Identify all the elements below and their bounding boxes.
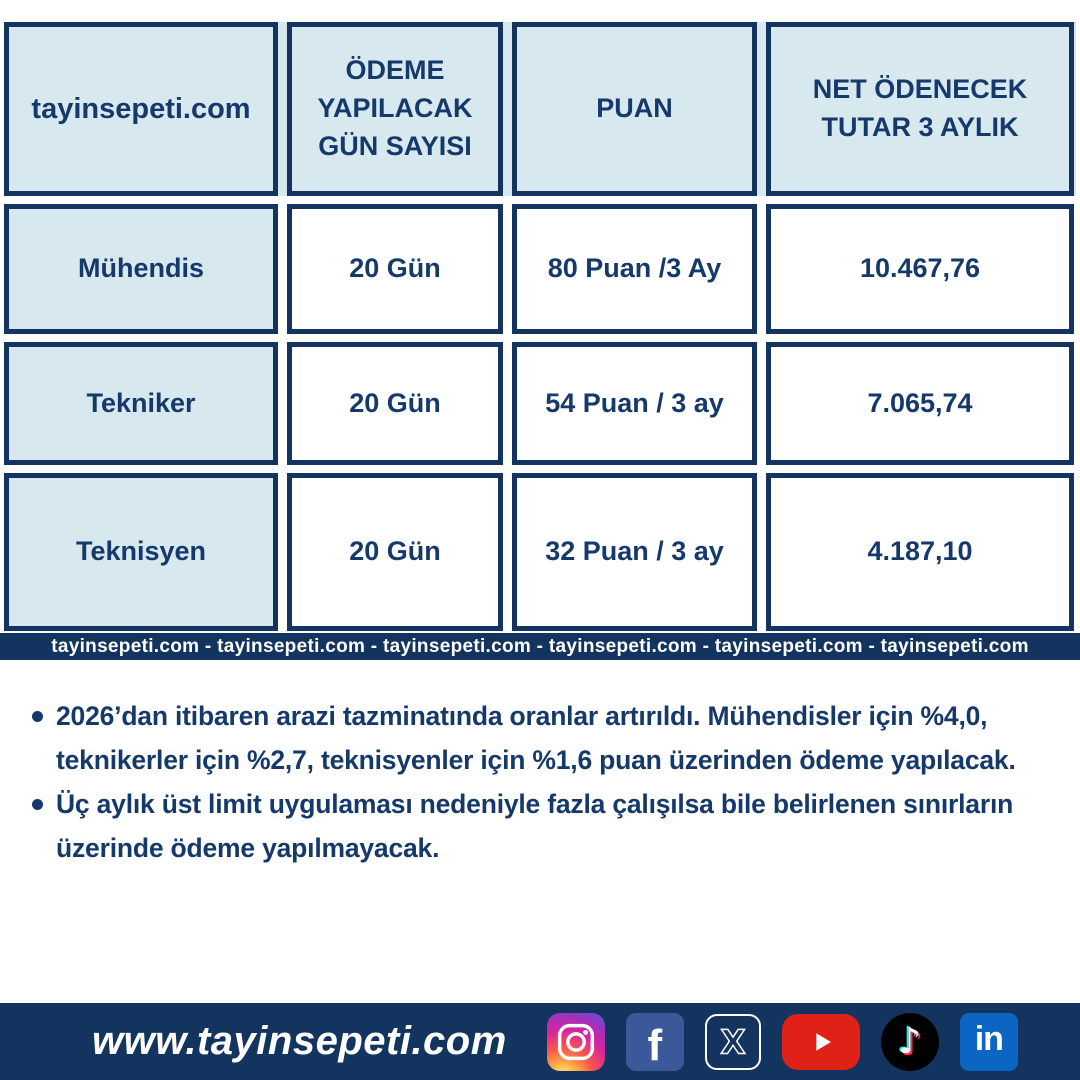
header-payment-days: ÖDEME YAPILACAK GÜN SAYISI <box>287 22 503 196</box>
row-role: Mühendis <box>4 204 278 334</box>
row-amount: 10.467,76 <box>766 204 1074 334</box>
row-days: 20 Gün <box>287 342 503 465</box>
compensation-table: tayinsepeti.com ÖDEME YAPILACAK GÜN SAYI… <box>4 22 1076 631</box>
note-item: 2026’dan itibaren arazi tazminatında ora… <box>30 694 1052 782</box>
row-amount: 4.187,10 <box>766 473 1074 631</box>
header-points: PUAN <box>512 22 757 196</box>
header-net-amount: NET ÖDENECEK TUTAR 3 AYLIK <box>766 22 1074 196</box>
svg-text:X: X <box>720 1023 745 1061</box>
facebook-icon[interactable]: f <box>625 1012 684 1071</box>
table-header-row: tayinsepeti.com ÖDEME YAPILACAK GÜN SAYI… <box>4 22 1076 196</box>
row-days: 20 Gün <box>287 204 503 334</box>
table-row-tekniker: Tekniker 20 Gün 54 Puan / 3 ay 7.065,74 <box>4 342 1076 465</box>
row-amount: 7.065,74 <box>766 342 1074 465</box>
note-item: Üç aylık üst limit uygulaması nedeniyle … <box>30 782 1052 870</box>
table-row-teknisyen: Teknisyen 20 Gün 32 Puan / 3 ay 4.187,10 <box>4 473 1076 631</box>
instagram-icon[interactable] <box>546 1012 605 1071</box>
row-role: Tekniker <box>4 342 278 465</box>
row-points: 32 Puan / 3 ay <box>512 473 757 631</box>
footer-bar: www.tayinsepeti.com f X ♪ <box>0 1003 1080 1080</box>
x-twitter-icon[interactable]: X <box>704 1013 761 1070</box>
website-link[interactable]: www.tayinsepeti.com <box>92 1019 507 1063</box>
notes-list: 2026’dan itibaren arazi tazminatında ora… <box>30 694 1052 870</box>
linkedin-icon[interactable]: in <box>959 1012 1018 1071</box>
row-role: Teknisyen <box>4 473 278 631</box>
header-brand: tayinsepeti.com <box>4 22 278 196</box>
row-points: 54 Puan / 3 ay <box>512 342 757 465</box>
brand-banner: tayinsepeti.com - tayinsepeti.com - tayi… <box>0 633 1080 660</box>
social-icons: f X ♪ in <box>546 1012 1018 1071</box>
row-points: 80 Puan /3 Ay <box>512 204 757 334</box>
table-row-muhendis: Mühendis 20 Gün 80 Puan /3 Ay 10.467,76 <box>4 204 1076 334</box>
row-days: 20 Gün <box>287 473 503 631</box>
youtube-icon[interactable] <box>781 1013 860 1070</box>
tiktok-icon[interactable]: ♪ <box>880 1012 939 1071</box>
